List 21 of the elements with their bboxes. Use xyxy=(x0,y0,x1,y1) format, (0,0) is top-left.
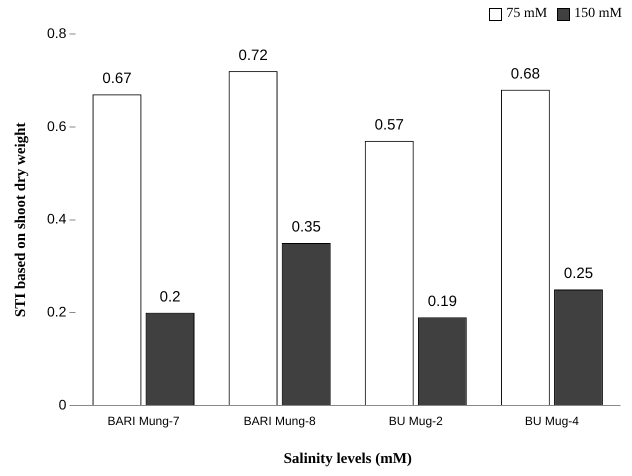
x-axis-title: Salinity levels (mM) xyxy=(284,450,412,467)
data-label: 0.68 xyxy=(510,65,540,82)
legend-label: 75 mM xyxy=(506,6,548,22)
data-label: 0.72 xyxy=(238,46,268,64)
x-tick-label: BARI Mung-8 xyxy=(244,414,316,428)
data-label: 0.67 xyxy=(102,70,132,88)
x-tick-label: BU Mug-2 xyxy=(388,414,444,428)
data-label: 0.35 xyxy=(292,218,321,236)
data-label: 0.2 xyxy=(160,288,181,306)
y-axis-title: STI based on shoot dry weight xyxy=(12,122,29,318)
data-label: 0.57 xyxy=(374,116,404,134)
data-label: 0.19 xyxy=(428,292,457,310)
y-tick-label: 0.4 xyxy=(46,210,67,227)
data-label: 0.25 xyxy=(564,265,594,282)
y-tick-label: 0.2 xyxy=(46,304,67,320)
x-tick-label: BU Mug-4 xyxy=(524,414,580,428)
legend-label: 150 mM xyxy=(574,6,622,22)
y-tick-label: 0.6 xyxy=(46,118,67,134)
y-tick-label: 0.8 xyxy=(46,24,67,41)
x-tick-label: BARI Mung-7 xyxy=(108,414,180,428)
y-tick-label: 0 xyxy=(58,396,67,412)
